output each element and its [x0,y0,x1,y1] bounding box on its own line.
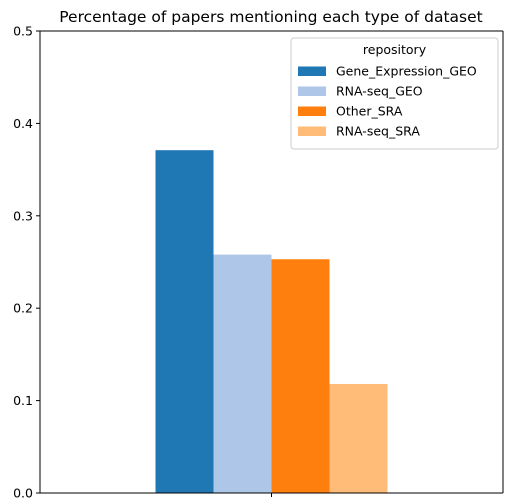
legend-box [290,37,499,150]
y-tick-label: 0.2 [13,301,33,316]
y-tick-label: 0.3 [13,208,33,223]
legend-label: Gene_Expression_GEO [336,64,477,79]
axes: 0.0 0.1 0.2 0.3 0.4 0.5 [13,24,504,501]
legend-swatch [298,66,326,76]
chart-title: Percentage of papers mentioning each typ… [59,8,482,26]
bar-rna-seq-geo [213,254,272,493]
legend: repository Gene_Expression_GEO RNA-seq_GE… [290,37,499,150]
legend-swatch [298,106,326,116]
bar-rna-seq-sra [329,383,388,493]
y-tick-label: 0.5 [13,24,33,39]
y-tick-label: 0.1 [13,393,33,408]
bar-gene-expression-geo [155,150,214,494]
legend-swatch [298,126,326,136]
bar-other-sra [271,259,330,493]
y-tick-label: 0.4 [13,116,33,131]
bars [155,150,388,494]
legend-label: RNA-seq_GEO [336,84,423,99]
y-tick-label: 0.0 [13,486,33,501]
legend-label: Other_SRA [336,104,403,119]
legend-title: repository [363,42,427,57]
legend-swatch [298,86,326,96]
legend-label: RNA-seq_SRA [336,124,420,139]
legend-items: Gene_Expression_GEO RNA-seq_GEO Other_SRA R… [298,64,477,139]
